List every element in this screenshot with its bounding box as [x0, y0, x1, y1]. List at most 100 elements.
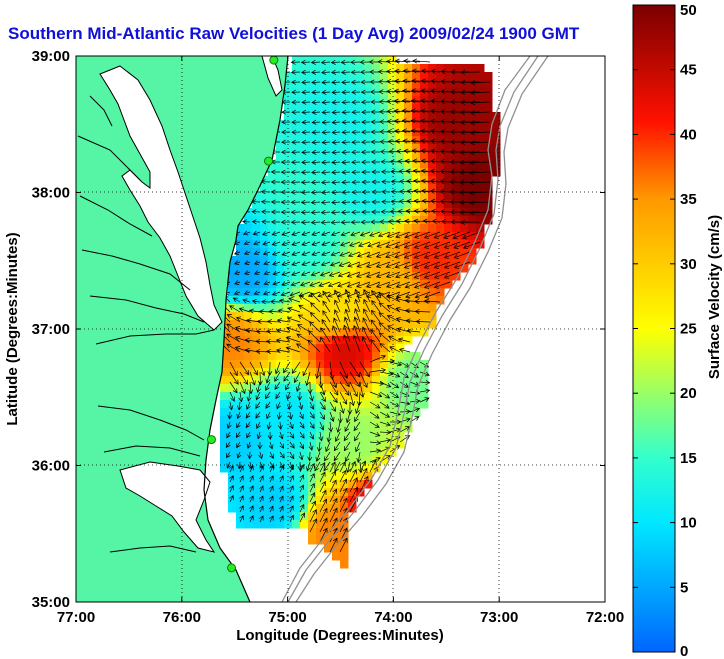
velocity-cell [364, 200, 373, 209]
velocity-cell [324, 400, 333, 409]
velocity-cell [324, 272, 333, 281]
velocity-cell [332, 184, 341, 193]
velocity-cell [388, 144, 397, 153]
velocity-arrow [276, 411, 282, 420]
velocity-cell [444, 256, 453, 265]
velocity-cell [220, 352, 229, 361]
velocity-arrow [309, 482, 315, 493]
velocity-cell [228, 320, 237, 329]
velocity-cell [396, 96, 405, 105]
velocity-cell [332, 192, 341, 201]
velocity-field [220, 56, 501, 569]
velocity-cell [484, 160, 493, 169]
velocity-arrow [385, 251, 401, 259]
velocity-cell [404, 240, 413, 249]
velocity-cell [324, 336, 333, 345]
velocity-cell [332, 176, 341, 185]
velocity-cell [348, 304, 357, 313]
velocity-arrow [331, 89, 341, 95]
velocity-arrow [346, 271, 361, 278]
velocity-cell [252, 512, 261, 521]
velocity-arrow [269, 465, 274, 473]
velocity-arrow [263, 270, 271, 276]
velocity-cell [420, 176, 429, 185]
velocity-arrow [249, 505, 254, 513]
velocity-cell [324, 160, 333, 169]
velocity-cell [308, 264, 317, 273]
velocity-cell [460, 144, 469, 153]
velocity-arrow [377, 231, 391, 238]
velocity-cell [252, 360, 261, 369]
velocity-cell [220, 448, 229, 457]
velocity-cell [252, 224, 261, 233]
velocity-arrow [237, 461, 243, 470]
velocity-arrow [459, 219, 481, 225]
velocity-cell [340, 352, 349, 361]
velocity-arrow [289, 464, 294, 473]
velocity-cell [340, 288, 349, 297]
velocity-cell [268, 240, 277, 249]
velocity-arrow [300, 169, 311, 175]
velocity-arrow [333, 317, 341, 333]
x-axis-ticks: 77:00 76:00 75:00 74:00 73:00 72:00 [57, 56, 624, 626]
velocity-cell [300, 488, 309, 497]
velocity-arrow [345, 461, 351, 473]
velocity-arrow [253, 240, 261, 246]
velocity-cell [420, 264, 429, 273]
velocity-arrow [386, 58, 401, 64]
velocity-cell [380, 368, 389, 377]
velocity-cell [428, 232, 437, 241]
velocity-cell [268, 312, 277, 321]
velocity-cell [332, 80, 341, 89]
velocity-cell [268, 360, 277, 369]
velocity-arrow [289, 474, 294, 483]
velocity-cell [324, 96, 333, 105]
velocity-cell [244, 224, 253, 233]
velocity-arrow [301, 241, 311, 246]
velocity-cell [396, 200, 405, 209]
velocity-cell [260, 320, 269, 329]
velocity-cell [300, 120, 309, 129]
velocity-cell [252, 312, 261, 321]
velocity-cell [372, 64, 381, 73]
velocity-arrow [358, 241, 371, 248]
velocity-arrow [379, 139, 391, 145]
velocity-cell [468, 176, 477, 185]
velocity-arrow [265, 371, 271, 384]
velocity-cell [444, 144, 453, 153]
velocity-arrow [236, 451, 242, 459]
velocity-arrow [243, 230, 251, 236]
velocity-arrow [290, 59, 301, 65]
velocity-cell [372, 120, 381, 129]
velocity-arrow [226, 343, 241, 353]
velocity-arrow [229, 465, 234, 473]
velocity-arrow [470, 80, 491, 86]
velocity-arrow [331, 199, 341, 205]
velocity-arrow [414, 298, 431, 304]
velocity-arrow [459, 169, 481, 175]
velocity-arrow [287, 401, 293, 411]
velocity-arrow [371, 290, 381, 303]
velocity-cell [260, 376, 269, 385]
velocity-cell [420, 88, 429, 97]
velocity-cell [476, 216, 485, 225]
velocity-arrow [422, 208, 441, 214]
velocity-arrow [301, 251, 311, 256]
velocity-arrow [433, 281, 451, 289]
velocity-cell [292, 280, 301, 289]
velocity-cell [364, 56, 373, 65]
velocity-cell [348, 376, 357, 385]
velocity-arrow [259, 465, 264, 473]
velocity-cell [252, 488, 261, 497]
velocity-arrow [309, 391, 314, 402]
velocity-cell [364, 280, 373, 289]
velocity-cell [268, 392, 277, 401]
velocity-arrow [311, 109, 321, 115]
velocity-cell [292, 472, 301, 481]
velocity-arrow [249, 371, 256, 386]
velocity-cell [308, 536, 317, 545]
velocity-cell [468, 256, 477, 265]
velocity-cell [452, 176, 461, 185]
velocity-cell [300, 472, 309, 481]
velocity-cell [260, 520, 269, 529]
